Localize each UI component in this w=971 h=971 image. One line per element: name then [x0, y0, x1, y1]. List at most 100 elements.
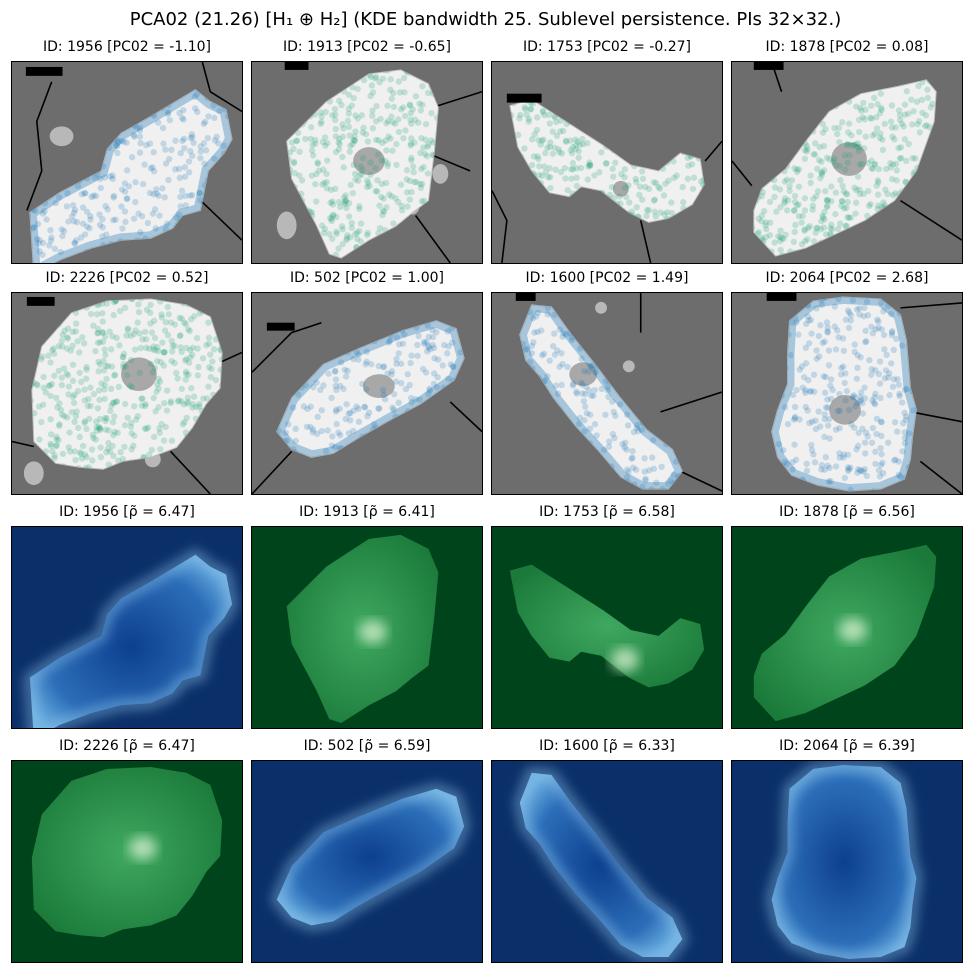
panel-title: ID: 1956 [PC02 = -1.10]: [43, 39, 211, 55]
kde-surface: [31, 766, 223, 938]
point-cloud-panel: [731, 292, 963, 495]
cell-image: [12, 62, 242, 263]
cell-image: [492, 62, 722, 263]
cell-boundary-line: [704, 140, 722, 162]
point-cloud-panel: [251, 61, 483, 264]
point-cloud-panel: [491, 61, 723, 264]
kde-image: [732, 761, 962, 962]
kde-image: [492, 761, 722, 962]
kde-peak: [128, 836, 157, 861]
cell-boundary-line: [252, 321, 322, 373]
cell-boundary-line: [449, 401, 482, 433]
cell-image: [732, 293, 962, 494]
marker-bar: [25, 66, 63, 76]
point-cloud-panel: [11, 292, 243, 495]
panel-title: ID: 1913 [PC02 = -0.65]: [283, 39, 451, 55]
cell-boundary-line: [919, 460, 962, 494]
nucleus: [829, 394, 861, 425]
cell-image: [12, 293, 242, 494]
panel-title: ID: 1753 [ρ̃ = 6.58]: [539, 504, 675, 520]
kde-panel: [491, 760, 723, 963]
kde-peak: [359, 620, 387, 644]
cell-boundary-line: [910, 411, 962, 423]
panel-title: ID: 1913 [ρ̃ = 6.41]: [299, 504, 435, 520]
panel-title: ID: 2064 [PC02 = 2.68]: [765, 270, 929, 286]
point-cloud-panel: [11, 61, 243, 264]
scatter-points: [771, 296, 917, 492]
marker-bar: [266, 322, 295, 331]
cell-image: [492, 293, 722, 494]
cell-boundary-line: [639, 220, 652, 263]
panel-title: ID: 1878 [ρ̃ = 6.56]: [779, 504, 915, 520]
kde-peak: [839, 618, 867, 642]
panel-title: ID: 1753 [PC02 = -0.27]: [523, 39, 691, 55]
figure-title: PCA02 (21.26) [H₁ ⊕ H₂] (KDE bandwidth 2…: [129, 9, 842, 30]
kde-image: [252, 527, 482, 728]
kde-image: [252, 761, 482, 962]
kde-image: [12, 527, 242, 728]
kde-image: [492, 527, 722, 728]
cell-image: [252, 293, 482, 494]
panel-title: ID: 2226 [ρ̃ = 6.47]: [59, 738, 195, 754]
marker-bar: [506, 93, 542, 103]
cell-boundary-line: [170, 450, 211, 494]
kde-panel: [731, 760, 963, 963]
nucleus: [121, 357, 157, 392]
cell-boundary-line: [435, 90, 482, 108]
cell-boundary-line: [201, 62, 242, 113]
marker-bar: [26, 296, 55, 306]
kde-peak: [610, 647, 639, 672]
kde-surface: [771, 764, 917, 960]
cell-shape: [771, 296, 917, 492]
point-cloud-panel: [731, 61, 963, 264]
point-cloud-panel: [491, 292, 723, 495]
cell-shape: [509, 99, 705, 223]
kde-image: [12, 761, 242, 962]
marker-bar: [766, 293, 797, 301]
kde-panel: [251, 760, 483, 963]
cell-boundary-line: [732, 160, 753, 187]
panel-title: ID: 1956 [ρ̃ = 6.47]: [59, 504, 195, 520]
panel-title: ID: 2064 [ρ̃ = 6.39]: [779, 738, 915, 754]
marker-bar: [753, 62, 784, 70]
cell-image: [252, 62, 482, 263]
kde-panel: [251, 526, 483, 729]
cell-boundary-line: [900, 302, 962, 309]
kde-image: [732, 527, 962, 728]
nucleus: [612, 180, 629, 197]
cell-boundary-line: [26, 81, 53, 211]
cell-image: [732, 62, 962, 263]
cell-shape: [519, 304, 683, 490]
panel-title: ID: 502 [ρ̃ = 6.59]: [303, 738, 431, 754]
panel-title: ID: 502 [PC02 = 1.00]: [289, 270, 444, 286]
cell-boundary-line: [434, 155, 471, 172]
cell-boundary-line: [660, 391, 722, 413]
nucleus: [569, 362, 598, 387]
cell-shape: [29, 89, 233, 263]
nucleus: [363, 374, 395, 398]
cell-boundary-line: [12, 440, 34, 448]
kde-panel: [491, 526, 723, 729]
kde-surface: [276, 788, 465, 926]
panel-title: ID: 1600 [PC02 = 1.49]: [525, 270, 689, 286]
cell-boundary-line: [219, 351, 242, 364]
kde-panel: [11, 760, 243, 963]
cell-boundary-line: [680, 470, 722, 492]
cell-boundary-line: [900, 199, 962, 241]
nucleus: [831, 142, 867, 176]
panel-title: ID: 1600 [ρ̃ = 6.33]: [539, 738, 675, 754]
marker-bar: [284, 62, 309, 70]
scatter-points: [31, 298, 223, 470]
panel-title: ID: 2226 [PC02 = 0.52]: [45, 270, 209, 286]
kde-surface: [29, 554, 233, 728]
kde-panel: [11, 526, 243, 729]
cell-boundary-line: [414, 215, 451, 263]
kde-surface: [519, 772, 683, 958]
cell-boundary-line: [492, 190, 508, 263]
kde-panel: [731, 526, 963, 729]
point-cloud-panel: [251, 292, 483, 495]
nucleus: [353, 147, 385, 175]
kde-surface: [509, 564, 705, 688]
marker-bar: [515, 293, 536, 301]
panel-title: ID: 1878 [PC02 = 0.08]: [765, 39, 929, 55]
